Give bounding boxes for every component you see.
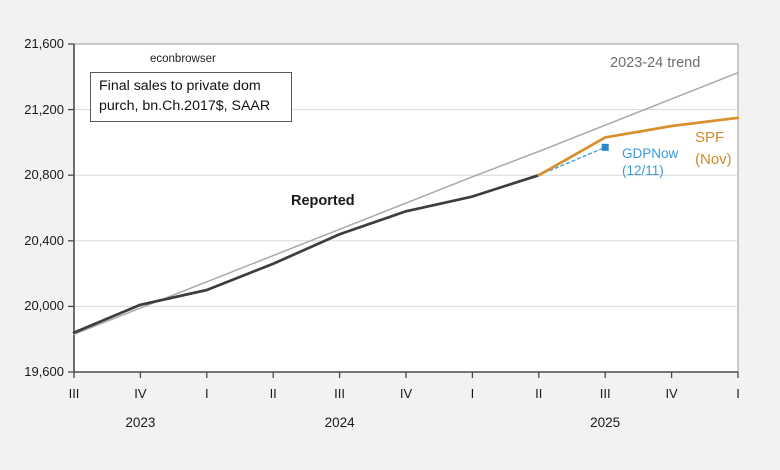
series-gdpnow-12-11--line: [538, 146, 606, 176]
trend-series-label: 2023-24 trend: [610, 55, 701, 71]
econbrowser-watermark: econbrowser: [150, 53, 216, 65]
x-axis-tick-label: II: [269, 386, 277, 401]
series-description-line1: Final sales to private dom: [99, 78, 261, 94]
spf-series-label: SPF (Nov): [695, 129, 732, 168]
y-axis-tick-label: 20,000: [24, 298, 64, 314]
x-axis-tick-label: I: [204, 386, 209, 401]
x-axis-tick-label: II: [535, 386, 543, 401]
x-axis-tick-label: I: [736, 386, 740, 401]
x-axis-tick-label: IV: [399, 386, 413, 401]
series-reported-line: [72, 173, 541, 334]
x-axis-year-label: 2025: [590, 415, 621, 430]
series-2023-24-trend-line: [73, 71, 739, 336]
x-axis-year-label: 2024: [324, 415, 355, 430]
y-axis-tick-label: 21,600: [24, 36, 64, 51]
x-axis-tick-label: I: [470, 386, 475, 401]
x-axis-tick-label: IV: [665, 386, 678, 401]
series-description-box: Final sales to private dom purch, bn.Ch.…: [90, 72, 292, 122]
y-axis-tick-label: 21,200: [24, 101, 64, 117]
x-axis-tick-label: III: [334, 386, 346, 401]
y-axis-tick-label: 20,400: [24, 232, 64, 248]
gdpnow-series-label: GDPNow (12/11): [622, 146, 679, 179]
series-description-line2: purch, bn.Ch.2017$, SAAR: [99, 98, 271, 115]
x-axis-tick-label: IV: [134, 386, 147, 401]
y-axis-tick-label: 19,600: [24, 364, 64, 379]
series-spf-nov--line: [537, 116, 740, 177]
reported-series-label: Reported: [291, 193, 355, 209]
x-axis-year-label: 2023: [125, 415, 156, 430]
axis-lines: [73, 44, 738, 373]
y-axis-tick-label: 20,800: [24, 167, 64, 183]
series-gdpnow-12-11--marker: [601, 143, 609, 151]
x-axis-tick-label: III: [599, 386, 611, 401]
x-axis-tick-label: III: [68, 386, 80, 401]
